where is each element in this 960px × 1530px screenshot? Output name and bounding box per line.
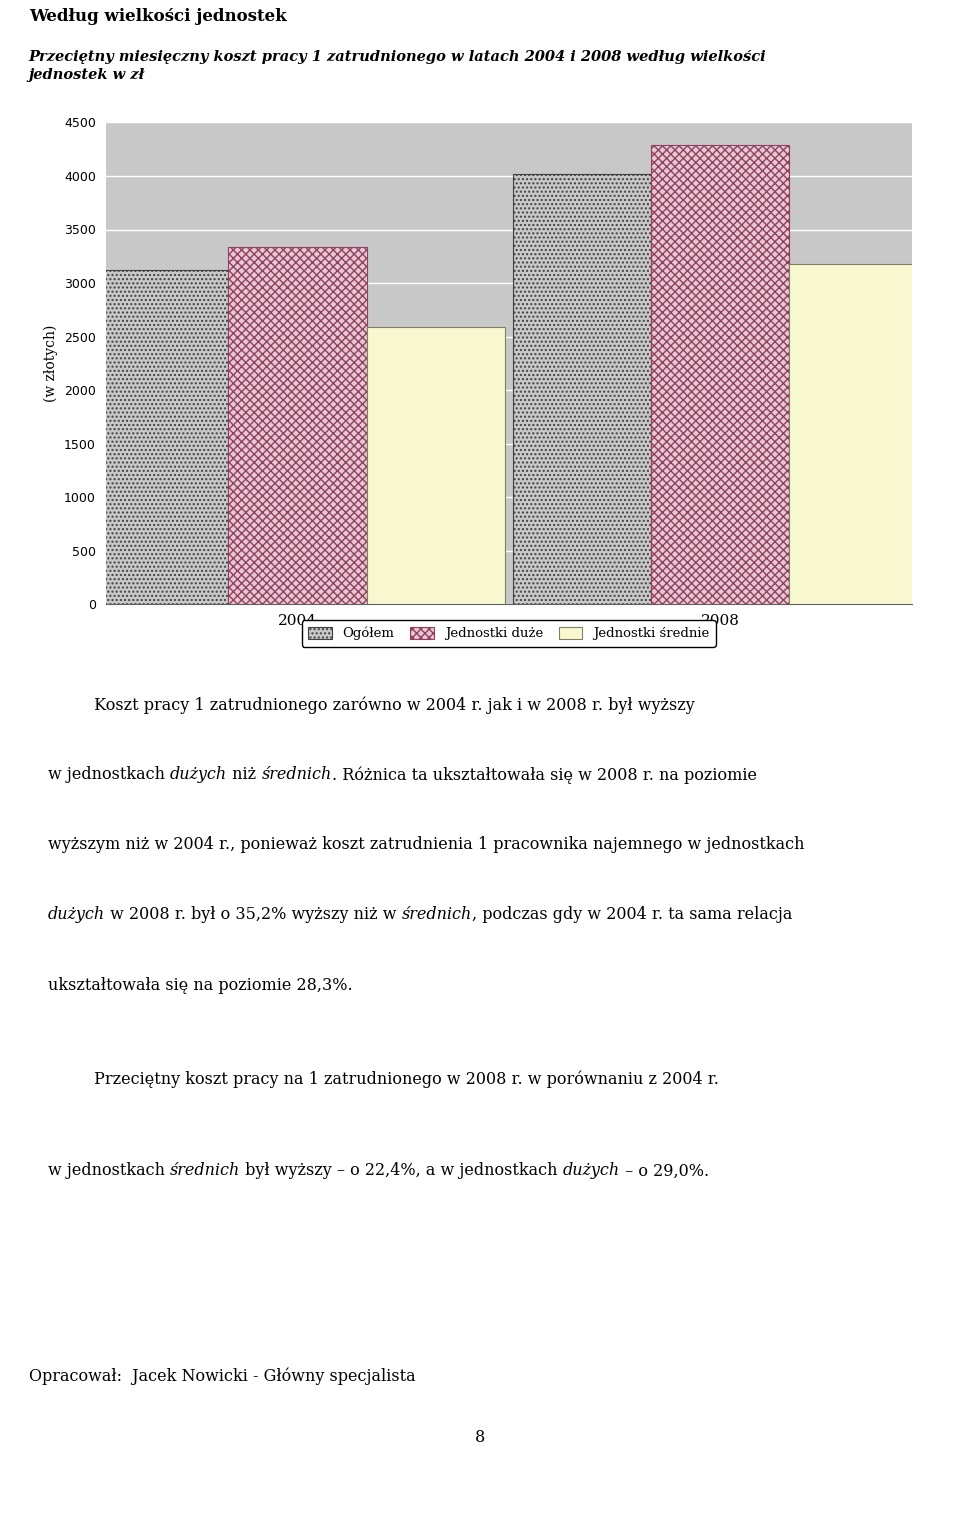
Text: średnich: średnich (401, 906, 472, 924)
Text: Koszt pracy 1 zatrudnionego zarówno w 2004 r. jak i w 2008 r. był wyższy: Koszt pracy 1 zatrudnionego zarówno w 20… (48, 696, 695, 713)
Legend: Ogółem, Jednostki duże, Jednostki średnie: Ogółem, Jednostki duże, Jednostki średni… (301, 620, 716, 647)
Text: Przeciętny koszt pracy na 1 zatrudnionego w 2008 r. w porównaniu z 2004 r.: Przeciętny koszt pracy na 1 zatrudnioneg… (48, 1071, 719, 1088)
Bar (90, 271, 228, 604)
Bar (228, 248, 367, 604)
Text: , podczas gdy w 2004 r. ta sama relacja: , podczas gdy w 2004 r. ta sama relacja (472, 906, 792, 924)
Bar (651, 145, 789, 604)
Text: 8: 8 (475, 1429, 485, 1446)
Bar (513, 174, 651, 604)
Text: wyższym niż w 2004 r., ponieważ koszt zatrudnienia 1 pracownika najemnego w jedn: wyższym niż w 2004 r., ponieważ koszt za… (48, 837, 804, 854)
Text: dużych: dużych (48, 906, 106, 924)
Text: dużych: dużych (563, 1163, 620, 1180)
Text: Według wielkości jednostek: Według wielkości jednostek (29, 8, 286, 24)
Text: Opracował:  Jacek Nowicki - Główny specjalista: Opracował: Jacek Nowicki - Główny specja… (29, 1368, 416, 1385)
Text: dużych: dużych (170, 767, 228, 783)
Text: – o 29,0%.: – o 29,0%. (620, 1163, 709, 1180)
Text: był wyższy – o 22,4%, a w jednostkach: był wyższy – o 22,4%, a w jednostkach (240, 1163, 563, 1180)
Text: Przeciętny miesięczny koszt pracy 1 zatrudnionego w latach 2004 i 2008 według wi: Przeciętny miesięczny koszt pracy 1 zatr… (29, 50, 766, 81)
Text: . Różnica ta ukształtowała się w 2008 r. na poziomie: . Różnica ta ukształtowała się w 2008 r.… (332, 767, 756, 783)
Text: niż: niż (228, 767, 261, 783)
Text: średnich: średnich (261, 767, 332, 783)
Text: ukształtowała się na poziomie 28,3%.: ukształtowała się na poziomie 28,3%. (48, 976, 352, 993)
Y-axis label: (w złotych): (w złotych) (44, 324, 59, 402)
Bar (367, 327, 505, 604)
Text: w jednostkach: w jednostkach (48, 767, 170, 783)
Text: w jednostkach: w jednostkach (48, 1163, 170, 1180)
Text: w 2008 r. był o 35,2% wyższy niż w: w 2008 r. był o 35,2% wyższy niż w (106, 906, 401, 924)
Bar (789, 265, 927, 604)
Text: średnich: średnich (170, 1163, 240, 1180)
